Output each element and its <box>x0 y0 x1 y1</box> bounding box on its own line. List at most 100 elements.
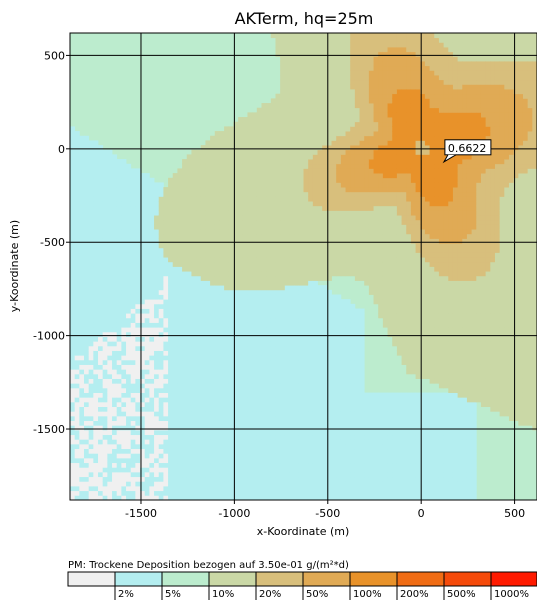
field-cell <box>191 187 197 193</box>
field-cell <box>182 233 188 239</box>
field-cell <box>289 289 295 295</box>
field-cell <box>289 93 295 99</box>
field-cell <box>224 322 230 328</box>
field-cell <box>98 238 104 244</box>
field-cell <box>93 453 99 459</box>
field-cell <box>163 345 169 351</box>
field-cell <box>191 415 197 422</box>
field-cell <box>340 79 346 85</box>
field-cell <box>74 187 80 193</box>
field-cell <box>303 224 309 230</box>
field-cell <box>168 350 174 356</box>
field-cell <box>107 233 113 239</box>
field-cell <box>289 257 295 263</box>
field-cell <box>317 103 323 109</box>
field-cell <box>130 457 136 464</box>
field-cell <box>196 453 202 459</box>
field-cell <box>74 327 80 333</box>
field-cell <box>298 61 304 67</box>
field-cell <box>280 182 286 188</box>
field-cell <box>238 117 244 123</box>
field-cell <box>196 154 202 160</box>
field-cell <box>308 476 314 482</box>
field-cell <box>331 47 337 53</box>
field-cell <box>224 257 230 263</box>
field-cell <box>284 173 290 179</box>
field-cell <box>210 224 216 230</box>
field-cell <box>303 131 309 137</box>
field-cell <box>74 252 80 258</box>
field-cell <box>284 467 290 473</box>
field-cell <box>163 485 169 492</box>
field-cell <box>242 378 248 384</box>
field-cell <box>270 229 276 235</box>
field-cell <box>289 387 295 393</box>
field-cell <box>210 359 216 365</box>
field-cell <box>228 341 234 347</box>
field-cell <box>312 275 318 281</box>
field-cell <box>275 415 281 422</box>
field-cell <box>261 485 267 492</box>
field-cell <box>168 303 174 309</box>
field-cell <box>163 406 169 412</box>
field-cell <box>256 173 262 179</box>
field-cell <box>182 210 188 216</box>
field-cell <box>228 229 234 235</box>
field-cell <box>107 345 113 351</box>
field-cell <box>228 401 234 407</box>
field-cell <box>256 271 262 277</box>
field-cell <box>84 205 90 211</box>
field-cell <box>228 294 234 300</box>
field-cell <box>168 481 174 487</box>
field-cell <box>233 261 239 267</box>
field-cell <box>298 303 304 309</box>
field-cell <box>158 233 164 239</box>
field-cell <box>214 331 220 337</box>
field-cell <box>219 289 225 295</box>
field-cell <box>261 229 267 235</box>
field-cell <box>317 196 323 202</box>
field-cell <box>284 70 290 76</box>
field-cell <box>294 420 300 426</box>
field-cell <box>200 145 206 151</box>
field-cell <box>242 434 248 440</box>
field-cell <box>270 163 276 169</box>
field-cell <box>284 359 290 365</box>
field-cell <box>116 457 122 464</box>
field-cell <box>228 467 234 473</box>
field-cell <box>126 289 132 295</box>
field-cell <box>308 33 314 39</box>
field-cell <box>336 355 342 361</box>
field-cell <box>84 233 90 239</box>
field-cell <box>93 201 99 207</box>
field-cell <box>331 406 337 412</box>
field-cell <box>256 453 262 459</box>
field-cell <box>340 476 346 482</box>
field-cell <box>322 261 328 267</box>
field-cell <box>74 364 80 370</box>
field-cell <box>256 205 262 211</box>
field-cell <box>126 261 132 267</box>
field-cell <box>214 168 220 174</box>
field-cell <box>331 98 337 104</box>
field-cell <box>177 308 183 314</box>
field-cell <box>326 476 332 482</box>
field-cell <box>205 411 211 417</box>
field-cell <box>107 369 113 375</box>
field-cell <box>331 37 337 43</box>
field-cell <box>93 285 99 291</box>
field-cell <box>275 345 281 351</box>
field-cell <box>294 271 300 277</box>
field-cell <box>219 331 225 337</box>
field-cell <box>135 397 141 403</box>
field-cell <box>88 229 94 235</box>
field-cell <box>284 219 290 225</box>
field-cell <box>336 485 342 492</box>
field-cell <box>191 359 197 365</box>
field-cell <box>238 196 244 202</box>
field-cell <box>340 392 346 398</box>
field-cell <box>284 149 290 155</box>
field-cell <box>154 373 160 379</box>
field-cell <box>312 75 318 81</box>
field-cell <box>177 247 183 253</box>
